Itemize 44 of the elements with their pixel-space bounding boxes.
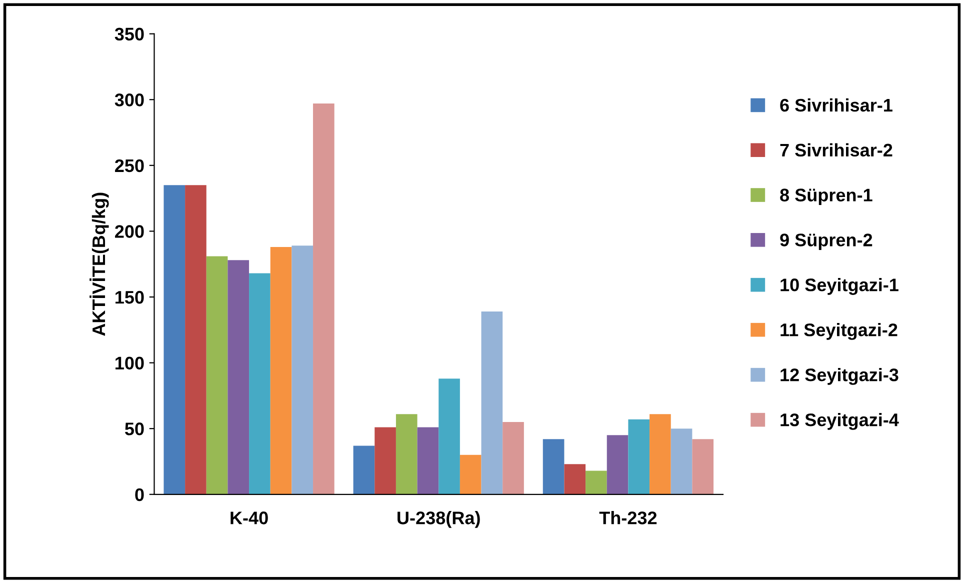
y-tick-label: 300 (114, 94, 144, 106)
bar (228, 260, 250, 494)
bar (313, 104, 334, 494)
y-tick-label: 150 (116, 290, 144, 304)
y-tick-label: 350 (114, 28, 144, 41)
bar (542, 439, 564, 494)
legend-label: 8 Süpren-1 (780, 188, 872, 206)
bar (481, 311, 503, 494)
bar (396, 414, 418, 494)
y-tick-label: 0 (135, 488, 144, 502)
bar (628, 419, 650, 494)
bar (692, 439, 714, 494)
bar (586, 470, 607, 494)
legend-label: 10 Seyitgazi-1 (780, 278, 898, 295)
bar (164, 185, 186, 494)
bar (502, 422, 524, 494)
y-tick-label: 250 (115, 159, 144, 172)
y-tick-label: 100 (116, 356, 144, 370)
legend-label: 12 Seyitgazi-3 (780, 368, 898, 385)
bar (206, 256, 228, 494)
y-tick-label: 200 (115, 225, 144, 238)
x-tick-label: Th-232 (599, 511, 657, 524)
bar (249, 273, 270, 494)
bar (606, 435, 628, 494)
legend-label: 9 Süpren-2 (780, 234, 872, 250)
x-tick-label: K-40 (230, 512, 268, 524)
legend-label: 6 Sivrihisar-1 (780, 98, 892, 112)
bar (650, 414, 671, 494)
bar (438, 378, 460, 494)
bar (460, 454, 482, 494)
bar (670, 428, 692, 494)
bar (417, 427, 439, 494)
bar (374, 427, 396, 494)
bar (564, 464, 586, 494)
y-axis-title: AKTİVİTE(Bq/kg) (90, 192, 109, 336)
bar (270, 246, 292, 494)
legend-label: 13 Seyitgazi-4 (780, 413, 899, 430)
legend-label: 11 Seyitgazi-2 (780, 323, 898, 340)
bar (185, 185, 206, 494)
x-tick-label: U-238(Ra) (398, 511, 480, 528)
y-tick-label: 50 (124, 422, 144, 436)
bar (292, 246, 314, 494)
legend-label: 7 Sivrihisar-2 (780, 143, 892, 157)
bar (353, 446, 375, 494)
